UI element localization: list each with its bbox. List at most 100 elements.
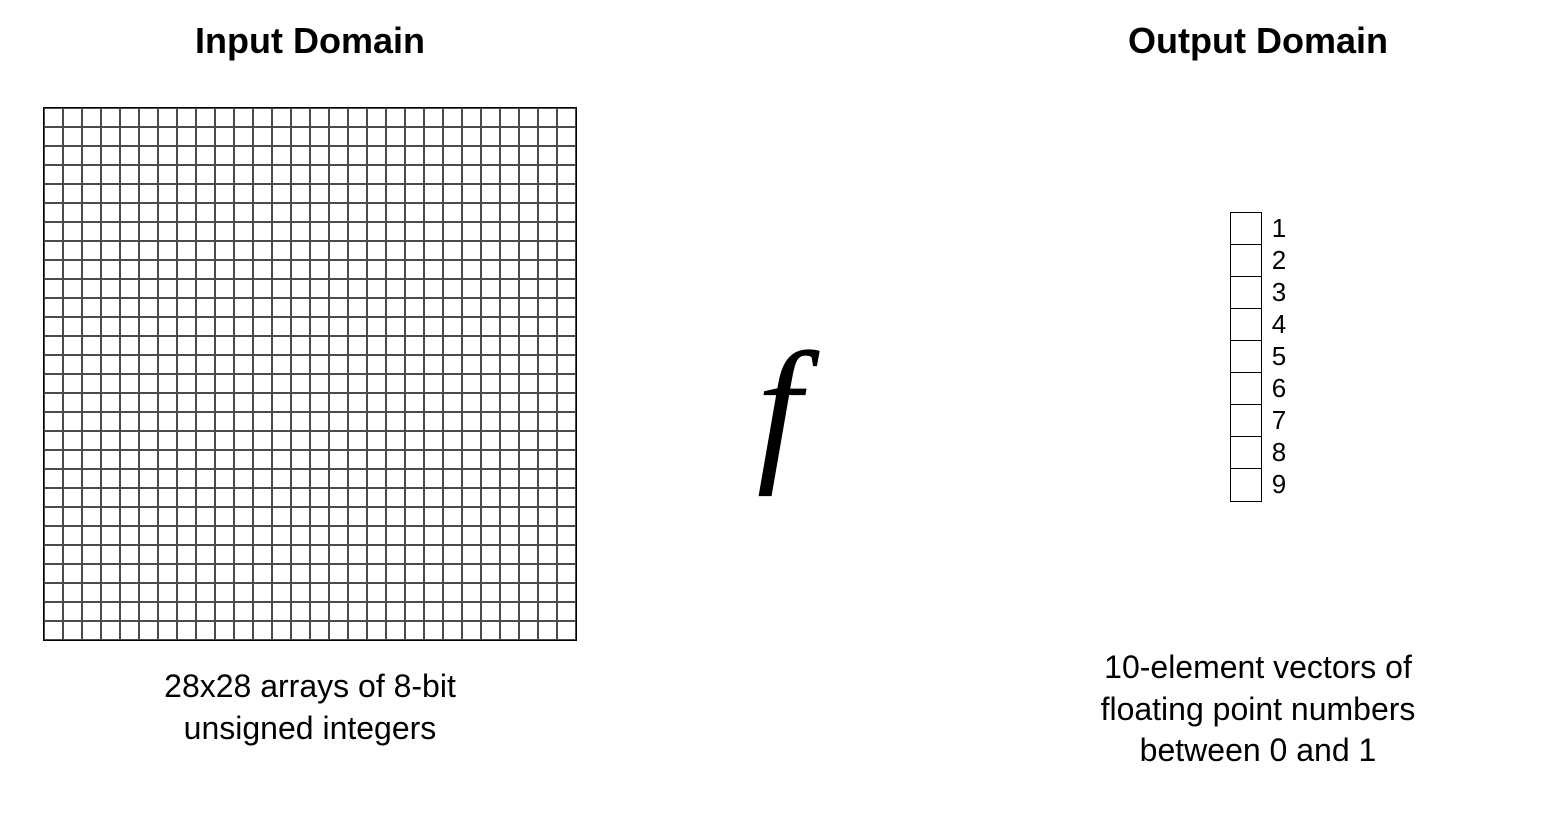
grid-cell xyxy=(405,336,424,355)
grid-cell xyxy=(139,583,158,602)
grid-cell xyxy=(177,374,196,393)
grid-cell xyxy=(538,279,557,298)
vector-cell xyxy=(1231,341,1261,373)
grid-cell xyxy=(538,412,557,431)
grid-cell xyxy=(500,564,519,583)
grid-cell xyxy=(462,393,481,412)
grid-cell xyxy=(120,355,139,374)
grid-cell xyxy=(538,336,557,355)
grid-cell xyxy=(500,621,519,640)
grid-cell xyxy=(63,355,82,374)
grid-cell xyxy=(500,545,519,564)
grid-cell xyxy=(272,317,291,336)
grid-cell xyxy=(519,108,538,127)
grid-cell xyxy=(386,279,405,298)
vector-cell xyxy=(1231,277,1261,309)
vector-cell xyxy=(1231,437,1261,469)
grid-cell xyxy=(443,583,462,602)
grid-cell xyxy=(500,355,519,374)
grid-cell xyxy=(101,184,120,203)
grid-cell xyxy=(158,507,177,526)
grid-cell xyxy=(101,488,120,507)
grid-cell xyxy=(139,355,158,374)
grid-cell xyxy=(44,431,63,450)
grid-cell xyxy=(63,146,82,165)
grid-cell xyxy=(82,431,101,450)
grid-cell xyxy=(519,203,538,222)
grid-cell xyxy=(519,507,538,526)
grid-cell xyxy=(196,488,215,507)
grid-cell xyxy=(101,108,120,127)
grid-cell xyxy=(215,108,234,127)
grid-cell xyxy=(500,317,519,336)
grid-cell xyxy=(557,222,576,241)
grid-cell xyxy=(462,241,481,260)
grid-cell xyxy=(557,469,576,488)
grid-cell xyxy=(557,412,576,431)
grid-cell xyxy=(196,374,215,393)
vector-label: 9 xyxy=(1272,468,1286,500)
grid-cell xyxy=(120,222,139,241)
grid-cell xyxy=(158,279,177,298)
grid-cell xyxy=(177,545,196,564)
grid-cell xyxy=(291,146,310,165)
grid-cell xyxy=(196,317,215,336)
grid-cell xyxy=(386,488,405,507)
grid-cell xyxy=(310,146,329,165)
grid-cell xyxy=(310,545,329,564)
grid-cell xyxy=(44,184,63,203)
grid-cell xyxy=(177,241,196,260)
grid-cell xyxy=(63,336,82,355)
grid-cell xyxy=(44,545,63,564)
grid-cell xyxy=(139,336,158,355)
grid-cell xyxy=(329,260,348,279)
grid-cell xyxy=(234,108,253,127)
grid-cell xyxy=(500,507,519,526)
grid-cell xyxy=(82,184,101,203)
grid-cell xyxy=(367,298,386,317)
grid-cell xyxy=(500,108,519,127)
grid-cell xyxy=(215,184,234,203)
grid-cell xyxy=(196,602,215,621)
grid-cell xyxy=(367,336,386,355)
grid-cell xyxy=(120,621,139,640)
grid-cell xyxy=(424,355,443,374)
grid-cell xyxy=(101,355,120,374)
grid-cell xyxy=(234,545,253,564)
grid-cell xyxy=(44,564,63,583)
grid-cell xyxy=(500,374,519,393)
grid-cell xyxy=(196,203,215,222)
grid-cell xyxy=(405,203,424,222)
grid-cell xyxy=(329,431,348,450)
grid-cell xyxy=(367,203,386,222)
grid-cell xyxy=(44,317,63,336)
grid-cell xyxy=(63,393,82,412)
grid-cell xyxy=(291,412,310,431)
grid-cell xyxy=(177,146,196,165)
grid-cell xyxy=(538,298,557,317)
grid-cell xyxy=(405,602,424,621)
grid-cell xyxy=(310,412,329,431)
grid-cell xyxy=(405,298,424,317)
grid-cell xyxy=(158,165,177,184)
grid-cell xyxy=(272,583,291,602)
grid-cell xyxy=(63,298,82,317)
input-domain-section: Input Domain 28x28 arrays of 8-bit unsig… xyxy=(20,20,600,749)
grid-cell xyxy=(367,526,386,545)
grid-cell xyxy=(120,298,139,317)
grid-cell xyxy=(234,583,253,602)
grid-cell xyxy=(196,108,215,127)
grid-cell xyxy=(519,279,538,298)
grid-cell xyxy=(234,336,253,355)
grid-cell xyxy=(462,526,481,545)
grid-cell xyxy=(177,469,196,488)
grid-cell xyxy=(120,545,139,564)
grid-cell xyxy=(63,564,82,583)
grid-cell xyxy=(234,355,253,374)
grid-cell xyxy=(120,203,139,222)
grid-cell xyxy=(291,564,310,583)
grid-cell xyxy=(291,507,310,526)
grid-cell xyxy=(557,241,576,260)
grid-cell xyxy=(291,583,310,602)
grid-cell xyxy=(443,165,462,184)
